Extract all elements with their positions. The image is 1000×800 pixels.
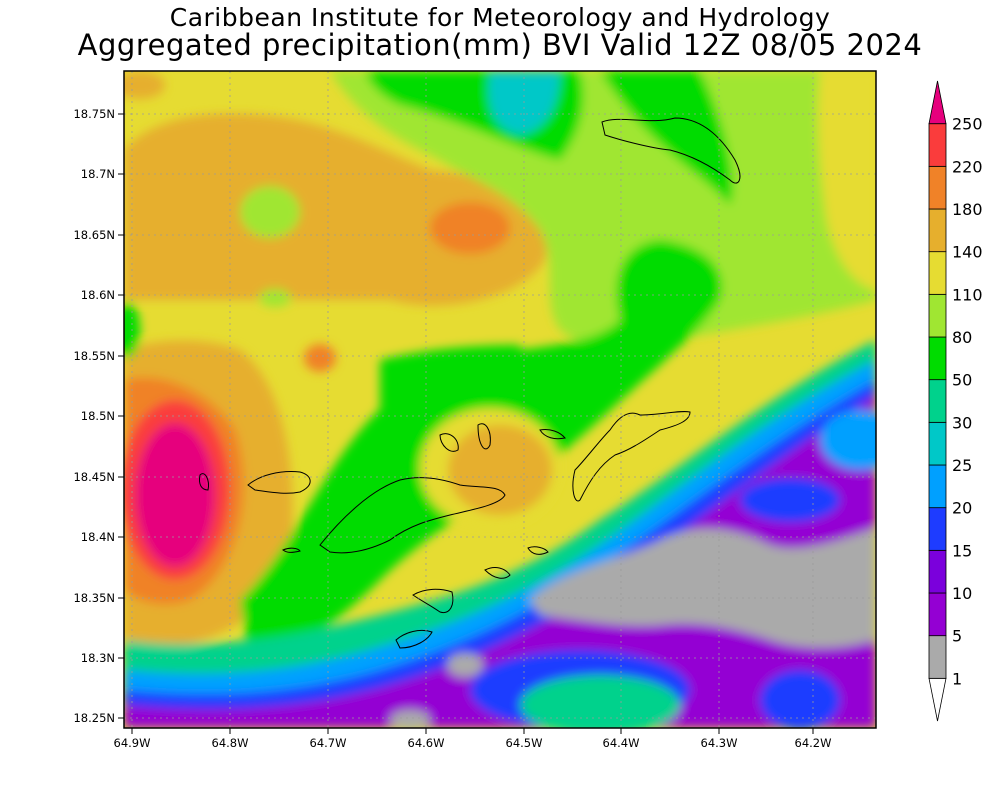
- legend-color-bin: [928, 635, 947, 679]
- map-title: Caribbean Institute for Meteorology and …: [169, 3, 831, 32]
- lon-tick-label: 64.3W: [701, 736, 738, 750]
- lon-tick-label: 64.4W: [603, 736, 640, 750]
- legend-level-label: 5: [952, 627, 962, 646]
- legend-color-bin: [928, 336, 947, 381]
- lat-tick-label: 18.3N: [81, 651, 115, 665]
- legend-level-label: 25: [952, 456, 972, 475]
- lat-tick-label: 18.25N: [73, 711, 115, 725]
- legend-color-bin: [928, 293, 947, 338]
- coastlines: [199, 117, 741, 649]
- latitude-axis: [118, 113, 124, 719]
- legend-level-label: 30: [952, 413, 972, 432]
- legend-level-label: 50: [952, 371, 972, 390]
- legend-level-label: 20: [952, 499, 972, 518]
- legend-color-bin: [928, 379, 947, 423]
- map-grid: [124, 71, 876, 728]
- legend-color-bin: [928, 80, 947, 125]
- legend-level-label: 10: [952, 584, 972, 603]
- legend-level-label: 180: [952, 200, 983, 219]
- lat-tick-label: 18.55N: [73, 349, 115, 363]
- legend-color-bin: [928, 677, 947, 722]
- legend-color-bin: [928, 421, 947, 466]
- lat-tick-label: 18.6N: [81, 288, 115, 302]
- longitude-labels: 64.9W 64.8W 64.7W 64.6W 64.5W 64.4W 64.3…: [114, 736, 832, 750]
- legend-color-bin: [928, 549, 947, 594]
- legend-level-label: 15: [952, 541, 972, 560]
- lon-tick-label: 64.6W: [408, 736, 445, 750]
- legend-level-label: 220: [952, 157, 983, 176]
- legend-color-bin: [928, 251, 947, 295]
- map-subtitle: Aggregated precipitation(mm) BVI Valid 1…: [77, 28, 923, 62]
- legend-color-bin: [928, 165, 947, 210]
- lon-tick-label: 64.2W: [795, 736, 832, 750]
- lat-tick-label: 18.35N: [73, 591, 115, 605]
- lat-tick-label: 18.45N: [73, 470, 115, 484]
- precipitation-field: [124, 71, 876, 728]
- lat-tick-label: 18.65N: [73, 228, 115, 242]
- legend-color-bin: [928, 592, 947, 637]
- lat-tick-label: 18.7N: [81, 167, 115, 181]
- legend-color-bin: [928, 464, 947, 509]
- map-frame: [123, 70, 877, 729]
- legend-color-bin: [928, 507, 947, 551]
- legend-level-label: 110: [952, 285, 983, 304]
- lat-tick-label: 18.4N: [81, 530, 115, 544]
- longitude-axis: [131, 728, 814, 734]
- lon-tick-label: 64.9W: [114, 736, 151, 750]
- latitude-labels: 18.75N 18.7N 18.65N 18.6N 18.55N 18.5N 1…: [73, 107, 115, 725]
- legend-level-label: 140: [952, 243, 983, 262]
- legend-color-bin: [928, 208, 947, 253]
- legend-level-label: 250: [952, 115, 983, 134]
- lon-tick-label: 64.7W: [310, 736, 347, 750]
- lat-tick-label: 18.75N: [73, 107, 115, 121]
- lon-tick-label: 64.5W: [506, 736, 543, 750]
- legend-level-label: 80: [952, 328, 972, 347]
- lon-tick-label: 64.8W: [212, 736, 249, 750]
- lat-tick-label: 18.5N: [81, 409, 115, 423]
- legend-color-bin: [928, 123, 947, 167]
- legend-level-label: 1: [952, 669, 962, 688]
